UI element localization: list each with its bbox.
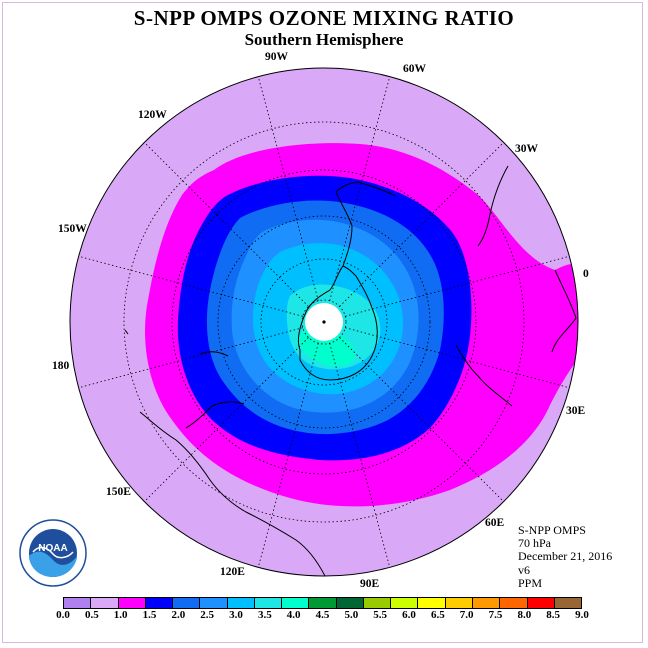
page-frame — [2, 2, 643, 643]
meridian-line — [78, 255, 303, 317]
color-swatch — [527, 598, 555, 608]
color-scale-tick-label: 0.0 — [56, 609, 70, 621]
color-scale-tick-label: 1.0 — [113, 609, 128, 621]
lon-label-30e: 30E — [566, 405, 586, 417]
color-swatch — [282, 598, 310, 608]
color-scale-tick-label: 5.5 — [373, 609, 388, 621]
page-title: S-NPP OMPS OZONE MIXING RATIO — [133, 6, 515, 30]
color-scale-tick-label: 5.0 — [344, 609, 359, 621]
noaa-logo-icon: NOAA — [19, 519, 87, 587]
color-scale-tick-label: 4.0 — [286, 609, 301, 621]
lon-label-120e: 120E — [220, 566, 245, 578]
meridian-line — [144, 337, 309, 502]
color-swatch — [64, 598, 92, 608]
info-units: PPM — [518, 575, 543, 590]
globe-edge — [69, 67, 579, 577]
color-scale-tick-label: 8.0 — [517, 609, 532, 621]
color-swatch — [254, 598, 283, 608]
page-subtitle: Southern Hemisphere — [244, 30, 404, 49]
color-scale-bar — [63, 597, 582, 609]
color-scale-tick-label: 6.5 — [430, 609, 445, 621]
south-pole-dot — [322, 320, 326, 324]
noaa-logo-text: NOAA — [38, 543, 67, 554]
color-scale-tick-label: 7.5 — [488, 609, 503, 621]
color-swatch — [336, 598, 364, 608]
color-swatch — [118, 598, 146, 608]
lon-label-0: 0 — [583, 268, 589, 280]
color-swatch — [500, 598, 528, 608]
lon-label-30w: 30W — [515, 143, 538, 155]
color-swatch — [445, 598, 473, 608]
color-scale-tick-label: 2.0 — [171, 609, 186, 621]
color-swatch — [173, 598, 201, 608]
color-scale-tick-label: 6.0 — [402, 609, 416, 621]
color-scale-tick-label: 3.0 — [229, 609, 243, 621]
color-swatch — [145, 598, 174, 608]
lon-label-60w: 60W — [403, 63, 426, 75]
meridian-line — [329, 343, 391, 568]
color-swatch — [227, 598, 255, 608]
meridian-line — [144, 142, 309, 307]
lon-label-90w: 90W — [265, 51, 288, 63]
meridian-line — [78, 327, 303, 389]
color-swatch — [418, 598, 446, 608]
meridian-line — [257, 343, 319, 568]
meridian-line — [257, 76, 319, 301]
meridian-line — [345, 327, 570, 389]
color-scale-tick-label: 7.0 — [459, 609, 474, 621]
color-scale-tick-label: 3.5 — [257, 609, 272, 621]
lon-label-150e: 150E — [106, 486, 131, 498]
color-swatch — [200, 598, 228, 608]
meridian-line — [329, 76, 391, 301]
color-swatch — [91, 598, 119, 608]
lon-label-150w: 150W — [58, 223, 87, 235]
info-version: v6 — [518, 562, 530, 577]
color-swatch — [472, 598, 501, 608]
color-scale-tick-label: 1.5 — [142, 609, 157, 621]
lon-label-180: 180 — [52, 360, 70, 372]
color-swatch — [309, 598, 337, 608]
color-scale-tick-label: 2.5 — [200, 609, 215, 621]
color-scale-tick-label: 9.0 — [575, 609, 589, 621]
info-date: December 21, 2016 — [518, 549, 613, 564]
lon-label-60e: 60E — [485, 517, 505, 529]
lon-label-90e: 90E — [360, 578, 380, 590]
coastlines — [124, 165, 577, 576]
meridian-line — [339, 337, 504, 502]
color-swatch — [363, 598, 392, 608]
info-block: S-NPP OMPS 70 hPa December 21, 2016 v6 P… — [518, 523, 613, 590]
color-scale-tick-label: 0.5 — [84, 609, 99, 621]
info-level: 70 hPa — [518, 536, 551, 551]
lon-label-120w: 120W — [138, 109, 167, 121]
longitude-grid — [78, 76, 570, 568]
info-instrument: S-NPP OMPS — [518, 523, 586, 537]
color-swatch — [554, 598, 582, 608]
meridian-line — [339, 142, 504, 307]
color-scale-tick-label: 8.5 — [546, 609, 561, 621]
color-swatch — [391, 598, 419, 608]
meridian-line — [345, 255, 570, 317]
color-scale-ticks: 0.0 0.5 1.0 1.5 2.0 2.5 3.0 3.5 4.0 4.5 5.0 5.5 6.0 6… — [0, 609, 648, 625]
color-scale-tick-label: 4.5 — [315, 609, 330, 621]
